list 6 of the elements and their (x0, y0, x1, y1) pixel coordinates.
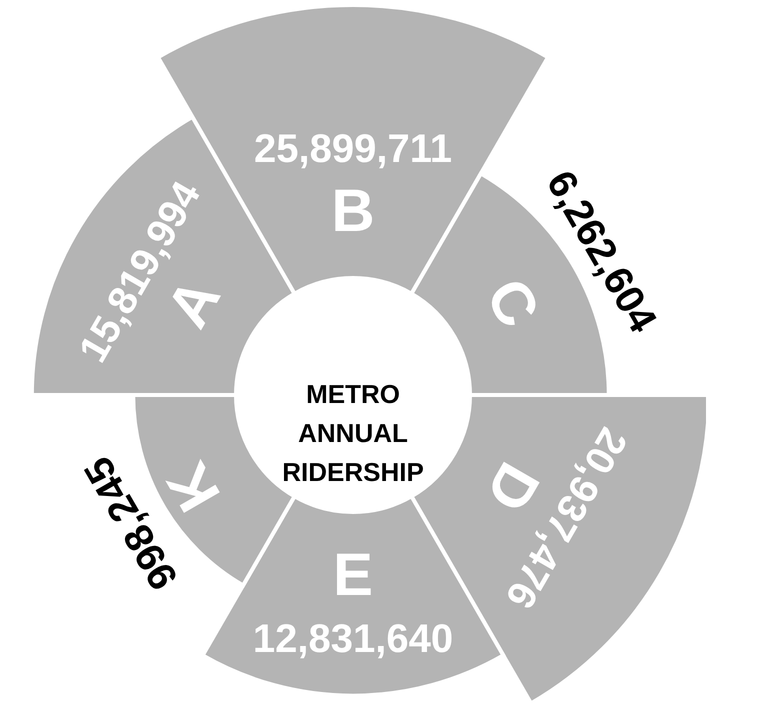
data-label: 12,831,640 (252, 617, 454, 661)
data-label: 25,899,711 (254, 127, 452, 171)
category-label: B (331, 177, 375, 244)
category-label: C (472, 267, 553, 338)
text: METRO ANNUAL RIDERSHIP (282, 379, 424, 487)
category-label: E (332, 541, 374, 608)
